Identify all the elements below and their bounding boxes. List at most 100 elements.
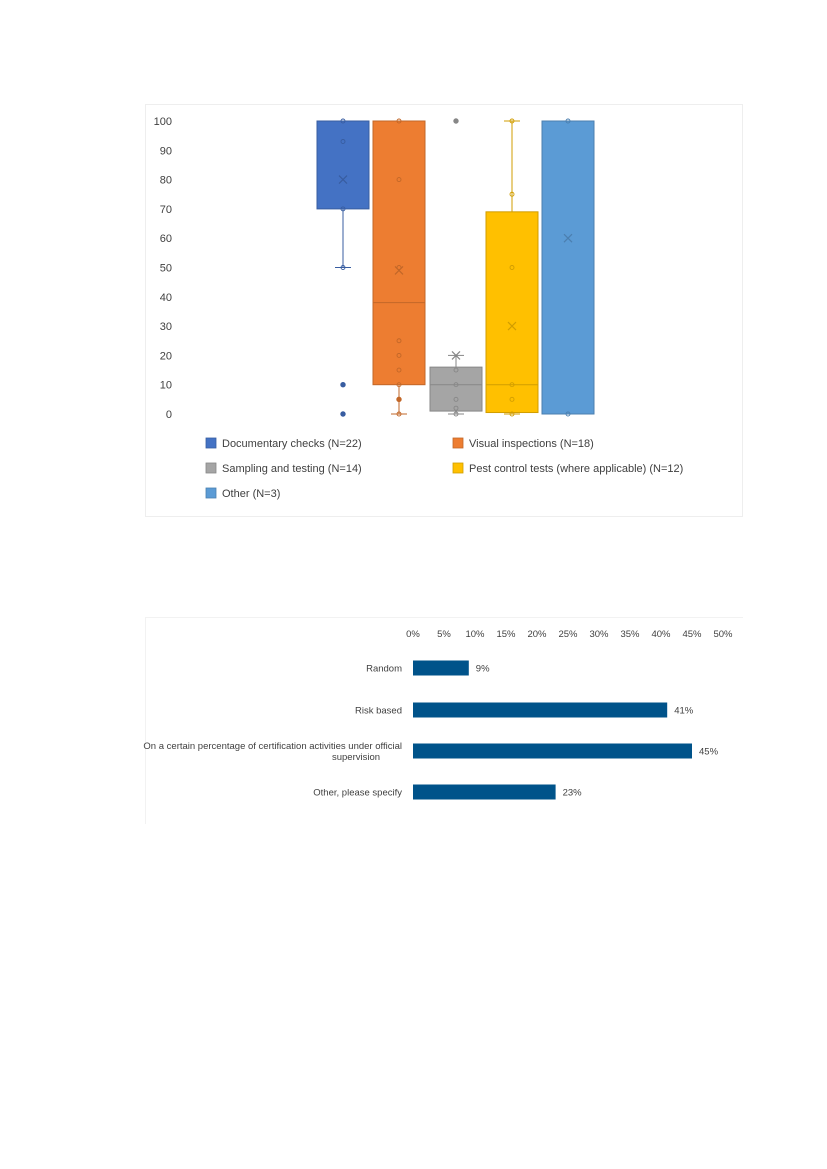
outlier-point bbox=[396, 396, 402, 403]
y-tick-label: 0 bbox=[166, 409, 172, 421]
legend-label: Pest control tests (where applicable) (N… bbox=[469, 463, 683, 475]
legend-swatch bbox=[205, 462, 217, 474]
x-tick-label: 5% bbox=[437, 629, 451, 640]
data-point bbox=[396, 411, 402, 417]
legend-item-4: Pest control tests (where applicable) (N… bbox=[452, 462, 683, 475]
legend-label: Other (N=3) bbox=[222, 488, 280, 500]
y-tick-label: 60 bbox=[160, 233, 172, 245]
data-point bbox=[396, 118, 402, 124]
boxplot-chart: 0 10 20 30 40 50 60 70 80 90 100 Documentary checks… bbox=[145, 104, 743, 517]
x-tick-label: 0% bbox=[406, 629, 420, 640]
legend-item-3: Sampling and testing (N=14) bbox=[205, 462, 362, 475]
legend-swatch bbox=[452, 437, 464, 449]
legend-label: Documentary checks (N=22) bbox=[222, 438, 362, 450]
x-tick-label: 50% bbox=[713, 629, 733, 640]
data-point bbox=[453, 411, 459, 417]
x-tick-label: 20% bbox=[527, 629, 547, 640]
box-series-5 bbox=[541, 118, 595, 417]
x-tick-label: 25% bbox=[558, 629, 578, 640]
bar bbox=[413, 702, 668, 718]
data-point bbox=[340, 265, 346, 270]
category-label: Other, please specify bbox=[313, 788, 402, 799]
data-label: 9% bbox=[476, 664, 490, 675]
mean-marker bbox=[507, 321, 517, 331]
x-tick-label: 45% bbox=[682, 629, 702, 640]
x-tick-label: 35% bbox=[620, 629, 640, 640]
category-label-line: supervision bbox=[332, 752, 380, 763]
bar-chart: 0% 5% 10% 15% 20% 25% 30% 35% 40% 45% 50% Random 9% R… bbox=[143, 617, 743, 824]
mean-marker bbox=[451, 350, 461, 360]
y-tick-label: 80 bbox=[160, 175, 172, 187]
bar-svg: 0% 5% 10% 15% 20% 25% 30% 35% 40% 45% 50%Random 9%R… bbox=[143, 629, 733, 800]
y-tick-label: 90 bbox=[160, 145, 172, 157]
x-tick-label: 15% bbox=[496, 629, 516, 640]
y-tick-label: 50 bbox=[160, 263, 172, 275]
y-tick-label: 70 bbox=[160, 204, 172, 216]
y-tick-label: 40 bbox=[160, 292, 172, 304]
bar bbox=[413, 660, 469, 676]
data-point bbox=[453, 405, 459, 411]
mean-marker bbox=[563, 233, 573, 243]
y-tick-label: 30 bbox=[160, 321, 172, 333]
data-point bbox=[509, 265, 515, 270]
legend-item-1: Documentary checks (N=22) bbox=[205, 437, 362, 450]
outlier-point bbox=[453, 118, 459, 124]
box bbox=[429, 366, 483, 412]
category-label-line: On a certain percentage of certification… bbox=[143, 741, 402, 752]
legend-label: Visual inspections (N=18) bbox=[469, 438, 594, 450]
box bbox=[372, 120, 426, 386]
data-point bbox=[396, 177, 402, 183]
box bbox=[485, 211, 539, 414]
x-tick-label: 30% bbox=[589, 629, 609, 640]
category-label: On a certain percentage of certification… bbox=[143, 741, 402, 763]
legend-item-2: Visual inspections (N=18) bbox=[452, 437, 594, 450]
data-point bbox=[453, 396, 459, 402]
bar-row-3: On a certain percentage of certification… bbox=[143, 741, 718, 763]
data-point bbox=[396, 265, 402, 270]
data-point bbox=[565, 411, 571, 417]
data-point bbox=[509, 411, 515, 417]
bar bbox=[413, 784, 556, 800]
outlier-point bbox=[340, 411, 346, 417]
data-point bbox=[340, 139, 346, 144]
category-label: Risk based bbox=[355, 706, 402, 717]
legend-item-5: Other (N=3) bbox=[205, 487, 280, 500]
data-label: 41% bbox=[674, 706, 694, 717]
category-label: Random bbox=[366, 664, 402, 675]
box-series-3 bbox=[429, 118, 483, 417]
data-point bbox=[509, 396, 515, 402]
box bbox=[541, 120, 595, 415]
data-point bbox=[396, 382, 402, 388]
data-label: 45% bbox=[699, 747, 719, 758]
data-point bbox=[340, 206, 346, 212]
data-point bbox=[509, 118, 515, 124]
outlier-point bbox=[340, 382, 346, 388]
legend-label: Sampling and testing (N=14) bbox=[222, 463, 362, 475]
mean-marker bbox=[338, 175, 348, 185]
box-series-4 bbox=[485, 118, 539, 417]
box bbox=[316, 120, 370, 210]
bar-row-2: Risk based 41% bbox=[355, 702, 694, 718]
boxplot-svg: 0 10 20 30 40 50 60 70 80 90 100 Documentary checks… bbox=[154, 116, 684, 500]
data-point bbox=[396, 338, 402, 344]
x-tick-label: 10% bbox=[465, 629, 485, 640]
y-tick-label: 100 bbox=[154, 116, 172, 128]
x-tick-label: 40% bbox=[651, 629, 671, 640]
data-point bbox=[396, 352, 402, 358]
legend-swatch bbox=[205, 437, 217, 449]
y-tick-label: 20 bbox=[160, 350, 172, 362]
mean-marker bbox=[394, 266, 404, 275]
data-point bbox=[565, 118, 571, 124]
data-point bbox=[396, 367, 402, 373]
bar bbox=[413, 743, 692, 759]
y-tick-label: 10 bbox=[160, 380, 172, 392]
legend-swatch bbox=[452, 462, 464, 474]
data-point bbox=[509, 382, 515, 388]
data-point bbox=[453, 382, 459, 388]
legend-swatch bbox=[205, 487, 217, 499]
bar-row-1: Random 9% bbox=[366, 660, 490, 676]
bar-row-4: Other, please specify 23% bbox=[313, 784, 582, 800]
data-point bbox=[453, 367, 459, 373]
box-series-1 bbox=[316, 118, 370, 417]
data-point bbox=[340, 118, 346, 124]
